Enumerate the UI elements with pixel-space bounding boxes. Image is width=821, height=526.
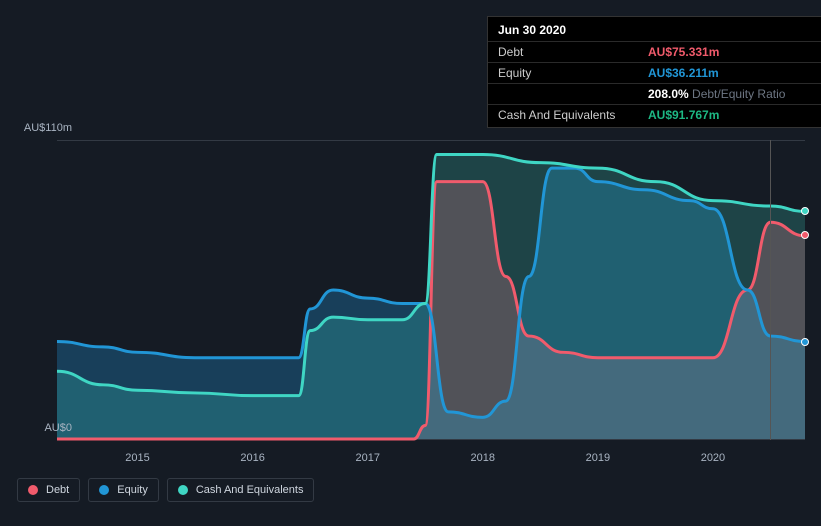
tooltip-row-label: Cash And Equivalents bbox=[498, 108, 648, 122]
debt-equity-chart: AU$110m AU$0 2015 2016 2017 2018 2019 20… bbox=[17, 0, 805, 526]
tooltip-row-value: AU$75.331m bbox=[648, 45, 811, 59]
tooltip-row-value: AU$36.211m bbox=[648, 66, 811, 80]
x-tick: 2018 bbox=[471, 452, 495, 464]
hover-line bbox=[770, 140, 771, 440]
x-tick: 2020 bbox=[701, 452, 725, 464]
x-tick: 2015 bbox=[125, 452, 149, 464]
tooltip-date: Jun 30 2020 bbox=[488, 23, 821, 41]
series-end-marker-debt bbox=[801, 231, 809, 239]
x-tick: 2019 bbox=[586, 452, 610, 464]
y-tick-min: AU$0 bbox=[17, 422, 72, 434]
tooltip-row: Cash And EquivalentsAU$91.767m bbox=[488, 104, 821, 125]
tooltip-row-label: Debt bbox=[498, 45, 648, 59]
legend-label: Debt bbox=[46, 484, 69, 496]
legend-label: Cash And Equivalents bbox=[196, 484, 304, 496]
tooltip-row-label bbox=[498, 87, 648, 101]
legend: Debt Equity Cash And Equivalents bbox=[17, 478, 314, 502]
series-end-marker-cash bbox=[801, 207, 809, 215]
chart-svg bbox=[57, 141, 805, 439]
plot-area[interactable] bbox=[57, 140, 805, 440]
x-tick: 2016 bbox=[240, 452, 264, 464]
tooltip-row-label: Equity bbox=[498, 66, 648, 80]
tooltip-row: DebtAU$75.331m bbox=[488, 41, 821, 62]
series-end-marker-equity bbox=[801, 338, 809, 346]
legend-dot-equity bbox=[99, 485, 109, 495]
y-tick-max: AU$110m bbox=[17, 122, 72, 134]
x-tick: 2017 bbox=[355, 452, 379, 464]
legend-dot-debt bbox=[28, 485, 38, 495]
legend-item-equity[interactable]: Equity bbox=[88, 478, 159, 502]
legend-dot-cash bbox=[178, 485, 188, 495]
legend-item-cash[interactable]: Cash And Equivalents bbox=[167, 478, 315, 502]
chart-tooltip: Jun 30 2020 DebtAU$75.331mEquityAU$36.21… bbox=[487, 16, 821, 128]
legend-item-debt[interactable]: Debt bbox=[17, 478, 80, 502]
tooltip-row: EquityAU$36.211m bbox=[488, 62, 821, 83]
tooltip-row: 208.0% Debt/Equity Ratio bbox=[488, 83, 821, 104]
legend-label: Equity bbox=[117, 484, 148, 496]
tooltip-row-value: AU$91.767m bbox=[648, 108, 811, 122]
tooltip-row-value: 208.0% Debt/Equity Ratio bbox=[648, 87, 811, 101]
